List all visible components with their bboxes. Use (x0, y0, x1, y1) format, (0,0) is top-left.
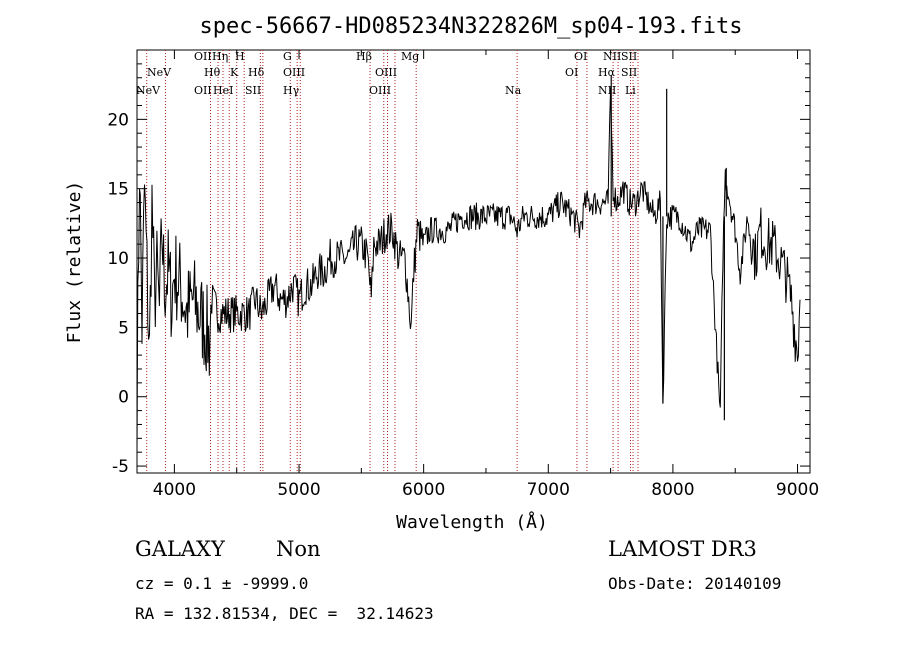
y-tick-label: -5 (112, 457, 129, 477)
line-marker-label: Li (625, 84, 636, 97)
y-tick-label: 10 (107, 249, 129, 269)
y-tick-label: 0 (118, 388, 129, 408)
line-marker-label: OIII (369, 84, 391, 97)
x-tick-label: 4000 (153, 480, 196, 500)
line-marker-label: Hθ (204, 66, 221, 79)
redshift-value: cz = 0.1 ± -9999.0 (135, 574, 309, 593)
emission-line-markers (146, 50, 639, 473)
line-marker-label: OIII (375, 66, 397, 79)
line-marker-label: G (283, 50, 292, 63)
x-tick-label: 9000 (776, 480, 819, 500)
line-marker-label: H (235, 50, 245, 63)
line-marker-label: HeI (213, 84, 233, 97)
object-class: GALAXY (135, 537, 225, 561)
x-axis-label: Wavelength (Å) (396, 511, 548, 533)
x-tick-label: 8000 (651, 480, 694, 500)
chart-title: spec-56667-HD085234N322826M_sp04-193.fit… (199, 14, 742, 39)
x-tick-label: 5000 (277, 480, 320, 500)
line-marker-label: Hδ (248, 66, 265, 79)
coordinates: RA = 132.81534, DEC = 32.14623 (135, 604, 434, 623)
line-marker-label: Hβ (356, 50, 372, 63)
line-marker-label: OI (565, 66, 578, 79)
y-tick-label: 20 (107, 110, 129, 130)
line-marker-label: Hη (212, 50, 228, 63)
line-marker-label: OII (194, 50, 212, 63)
line-marker-label: OII (194, 84, 212, 97)
x-tick-label: 7000 (527, 480, 570, 500)
line-marker-label: Na (505, 84, 522, 97)
line-marker-label: Hγ (283, 84, 300, 97)
line-marker-label: NeV (136, 84, 161, 97)
plot-frame (136, 49, 811, 474)
line-marker-label: NeV (147, 66, 172, 79)
line-marker-label: SII (621, 66, 637, 79)
y-tick-label: 5 (118, 318, 129, 338)
line-marker-label: K (230, 66, 239, 79)
line-marker-label: OIII (283, 66, 305, 79)
object-subclass: Non (276, 537, 321, 561)
y-axis-label: Flux (relative) (64, 181, 85, 344)
obs-date: Obs-Date: 20140109 (608, 574, 782, 593)
spectrum-spikes (610, 74, 727, 421)
x-tick-label: 6000 (402, 480, 445, 500)
line-marker-label: NII (598, 84, 616, 97)
line-marker-label: Mg (401, 50, 419, 63)
line-marker-label: SII (245, 84, 261, 97)
y-tick-label: 15 (107, 180, 129, 200)
axis-ticks: 4000 5000 6000 7000 8000 9000 -5 0 5 10 15 20 (107, 50, 819, 500)
line-marker-label: OI (574, 50, 587, 63)
survey-name: LAMOST DR3 (608, 537, 757, 561)
spectrum-line (136, 87, 801, 453)
line-marker-label: Hα (598, 66, 616, 79)
line-marker-label: SII (621, 50, 637, 63)
line-marker-label: NII (603, 50, 621, 63)
